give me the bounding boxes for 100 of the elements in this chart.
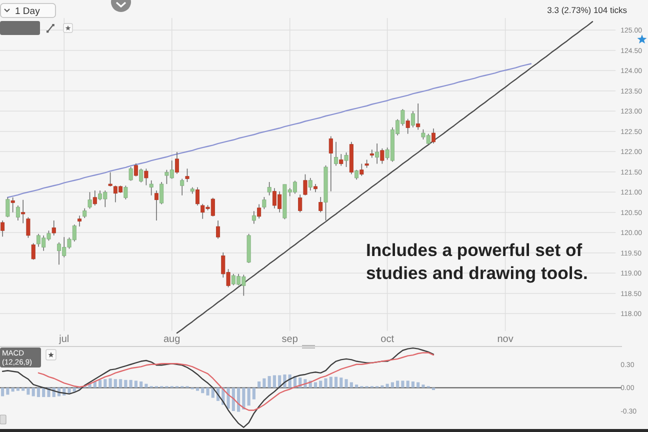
candlestick	[216, 220, 220, 240]
bar	[140, 381, 143, 388]
candlestick	[10, 196, 15, 213]
candlestick	[308, 178, 312, 191]
candlestick	[92, 190, 97, 206]
bar	[432, 388, 436, 390]
candlestick	[257, 204, 262, 219]
bar	[258, 381, 261, 388]
candlestick	[262, 196, 266, 210]
candlestick	[410, 110, 415, 128]
candlestick	[139, 168, 144, 183]
text: 1 Day	[15, 6, 40, 17]
annotation: Includes a powerful set of studies and drawing tools.	[366, 240, 588, 283]
bar	[206, 388, 210, 396]
bar	[396, 380, 400, 388]
candlestick	[174, 152, 179, 174]
candlestick	[108, 172, 112, 187]
x-tick-label: nov	[497, 334, 514, 345]
bar	[32, 388, 35, 396]
bar	[314, 382, 318, 388]
bar	[401, 380, 404, 388]
bar	[42, 388, 46, 398]
bar	[134, 380, 138, 388]
bar	[334, 376, 338, 388]
candlestick	[180, 178, 184, 196]
bar	[129, 380, 132, 388]
bar	[272, 375, 276, 388]
x-tick-label: aug	[164, 334, 180, 345]
candlestick	[134, 162, 138, 177]
text: 3.3 (2.73%) 104 ticks	[547, 5, 627, 15]
candlestick	[196, 186, 200, 206]
bar	[350, 382, 353, 388]
candlestick	[406, 118, 410, 134]
bar	[114, 379, 117, 388]
candlestick	[78, 215, 82, 227]
bar	[262, 378, 266, 388]
bar	[237, 388, 240, 412]
candlestick	[149, 180, 154, 196]
bar	[6, 388, 10, 395]
bar	[354, 384, 358, 388]
candlestick	[31, 242, 36, 260]
candlestick	[339, 154, 344, 166]
candlestick	[154, 190, 158, 221]
bar	[11, 388, 14, 392]
candlestick	[52, 220, 56, 236]
candlestick	[370, 149, 374, 158]
x-tick-label: jul	[58, 334, 70, 345]
candlestick	[124, 185, 128, 200]
x-tick-label: oct	[380, 334, 394, 345]
candlestick	[303, 174, 308, 196]
candlestick	[354, 169, 359, 180]
bar	[406, 380, 410, 388]
bar	[201, 388, 204, 394]
candlestick	[318, 196, 323, 213]
candlestick	[26, 216, 30, 238]
bar	[124, 380, 128, 388]
bar	[22, 388, 25, 391]
line-series	[2, 347, 434, 428]
bar	[16, 388, 20, 391]
bar	[108, 378, 112, 388]
bar	[252, 388, 256, 400]
candlestick	[0, 220, 5, 238]
bar	[319, 380, 322, 388]
candlestick	[88, 192, 92, 210]
bar	[329, 376, 332, 388]
candlestick	[16, 205, 20, 221]
bar	[242, 388, 246, 410]
bar	[104, 379, 107, 388]
bar	[411, 381, 415, 388]
candlestick	[344, 152, 348, 168]
bar	[196, 388, 200, 391]
candlestick	[328, 136, 333, 192]
candlestick	[267, 182, 272, 196]
bar	[98, 380, 102, 388]
candlestick	[160, 182, 164, 205]
candlestick	[416, 103, 420, 130]
bar	[416, 382, 420, 388]
bar	[1, 388, 4, 396]
bar	[344, 379, 348, 388]
candlestick	[144, 168, 148, 186]
line-series	[7, 63, 532, 198]
candlestick	[380, 148, 384, 164]
bar	[268, 376, 271, 388]
bar	[26, 388, 30, 395]
candlestick	[6, 196, 10, 218]
candlestick	[82, 208, 87, 218]
candlestick	[360, 163, 364, 176]
x-tick-label: sep	[282, 334, 298, 345]
candlestick	[375, 143, 380, 164]
candlestick	[185, 168, 190, 182]
candlestick	[298, 194, 302, 213]
line-series	[176, 21, 594, 334]
candlestick	[128, 166, 133, 182]
bar	[390, 382, 394, 388]
candlestick	[334, 142, 338, 166]
bar	[119, 379, 122, 388]
bar	[422, 384, 425, 388]
bar	[340, 378, 343, 388]
line-series	[38, 352, 434, 411]
candlestick	[21, 199, 26, 224]
